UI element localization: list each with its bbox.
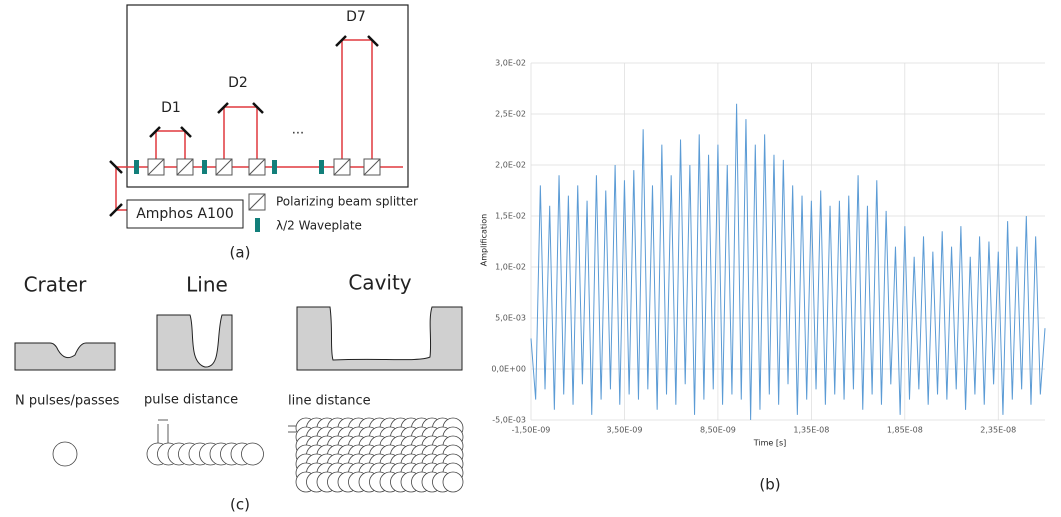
x-tick-label: 1,35E-08: [793, 426, 829, 435]
beam-splitters: [147, 158, 381, 176]
shape-title: Line: [186, 273, 228, 297]
x-tick-label: 3,50E-09: [606, 426, 642, 435]
ellipsis: ...: [292, 123, 304, 138]
x-tick-label: 2,35E-08: [980, 426, 1016, 435]
data-line: [530, 103, 1046, 421]
legend-symbol: [255, 218, 260, 232]
y-tick-label: 0,0E+00: [491, 365, 526, 374]
distance-arrow: [157, 419, 296, 443]
y-tick-label: 1,5E-02: [495, 212, 526, 221]
line-shape: [156, 314, 233, 371]
beam-path: [109, 35, 403, 217]
y-tick-label: 2,5E-02: [495, 110, 526, 119]
y-tick-label: 1,0E-02: [495, 263, 526, 272]
waveplates: [134, 160, 324, 174]
caption: (c): [230, 496, 250, 514]
delay-label: D2: [228, 75, 248, 91]
laser-box: [126, 199, 244, 229]
x-tick-label: 1,85E-08: [887, 426, 923, 435]
x-tick-label: -1,50E-09: [512, 426, 551, 435]
y-tick-label: -5,0E-03: [492, 416, 526, 425]
parameter: line distance: [288, 394, 371, 409]
legend-text: λ/2 Waveplate: [276, 219, 362, 233]
caption: (b): [759, 476, 780, 494]
y-tick-label: 5,0E-03: [495, 314, 526, 323]
shape-title: Crater: [24, 273, 88, 297]
laser-label: Amphos A100: [136, 206, 234, 222]
y-tick-label: 2,0E-02: [495, 161, 526, 170]
pulse-circle: [442, 471, 464, 493]
x-axis-title: Time [s]: [753, 439, 787, 448]
pulse-circle: [52, 441, 78, 467]
pulse-circle: [241, 442, 264, 466]
y-axis-title: Amplification: [480, 214, 489, 266]
caption: (a): [230, 244, 251, 262]
pulse-grid: [295, 417, 464, 493]
shape-title: Cavity: [348, 271, 411, 295]
pulse-row: [146, 442, 264, 466]
parameter: N pulses/passes: [15, 394, 120, 409]
delay-label: D7: [346, 9, 366, 25]
crater-shape: [14, 342, 116, 371]
y-tick-label: 3,0E-02: [495, 59, 526, 68]
x-tick-label: 8,50E-09: [700, 426, 736, 435]
cavity-shape: [296, 306, 463, 371]
legend-symbol: [248, 193, 266, 211]
parameter: pulse distance: [144, 393, 238, 408]
enclosure: [126, 4, 409, 188]
legend-text: Polarizing beam splitter: [276, 195, 418, 209]
delay-label: D1: [161, 100, 181, 116]
